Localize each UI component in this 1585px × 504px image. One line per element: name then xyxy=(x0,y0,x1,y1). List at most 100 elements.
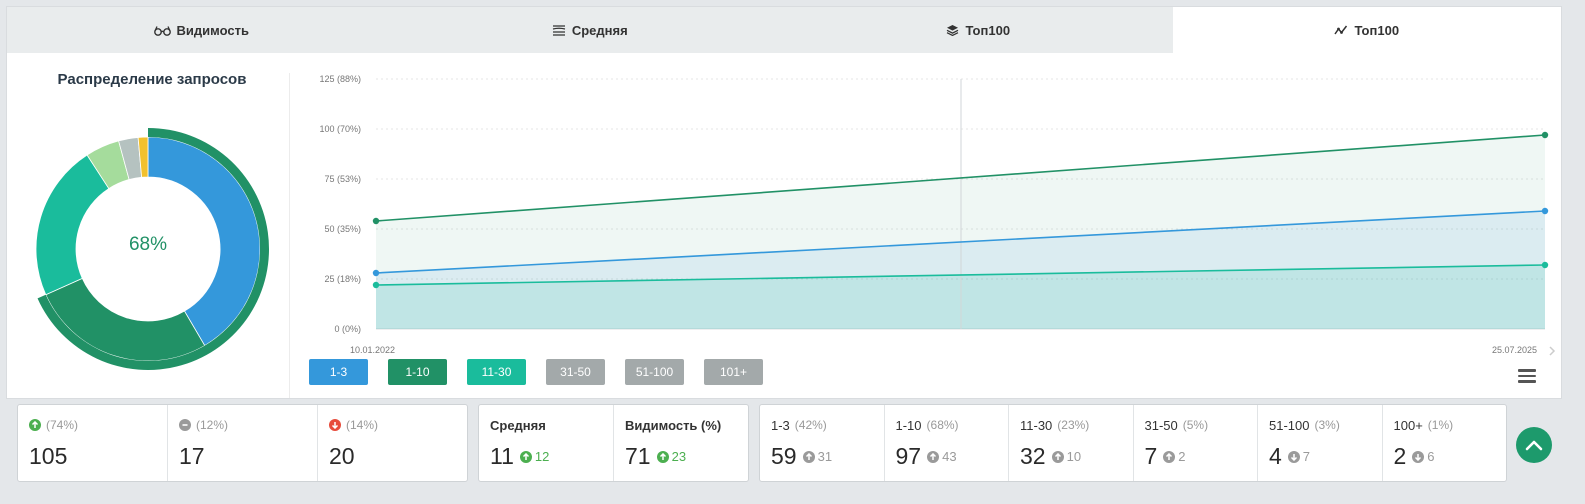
arrow-up-circle-icon xyxy=(1163,450,1176,463)
change-stats-card: (74%) 105 (12%) 17 (14%) 20 xyxy=(17,404,468,482)
minus-circle-icon xyxy=(179,419,191,431)
arrow-down-circle-icon xyxy=(1287,450,1300,463)
stat-pct: (14%) xyxy=(346,418,379,432)
stat-range-51-100: 51-100 (3%) 4 7 xyxy=(1258,405,1383,481)
stat-delta-value: 43 xyxy=(942,449,957,464)
y-tick-label: 25 (18%) xyxy=(324,274,361,284)
menu-icon[interactable] xyxy=(1518,369,1536,386)
tab-average[interactable]: Средняя xyxy=(396,7,785,53)
legend-101-plus[interactable]: 101+ xyxy=(704,359,763,385)
y-tick-label: 100 (70%) xyxy=(319,124,361,134)
data-point[interactable] xyxy=(1541,261,1549,269)
stat-range-31-50: 31-50 (5%) 7 2 xyxy=(1134,405,1258,481)
data-point[interactable] xyxy=(1541,131,1549,139)
stat-delta-value: 10 xyxy=(1066,449,1082,464)
arrow-up-circle-icon xyxy=(1051,450,1064,463)
stat-range-1-10: 1-10 (68%) 97 43 xyxy=(885,405,1009,481)
donut-segment[interactable] xyxy=(147,136,261,347)
scroll-top-button[interactable] xyxy=(1516,427,1552,463)
stat-pct: (12%) xyxy=(196,418,229,432)
stat-label: 1-3 xyxy=(771,417,790,433)
stat-pct: (23%) xyxy=(1057,418,1090,432)
series-line-1-3 xyxy=(375,210,1546,274)
tab-label: Средняя xyxy=(571,22,628,38)
stat-visibility: Видимость (%) 71 23 xyxy=(614,405,748,481)
stat-delta-value: 7 xyxy=(1302,449,1311,464)
stat-value: 97 xyxy=(895,443,922,469)
range-stats-card: 1-3 (42%) 59 31 1-10 (68%) 97 43 11-30 (23%) 32 10 3… xyxy=(759,404,1507,482)
arrow-down-circle-icon xyxy=(329,419,341,431)
stat-label: 51-100 xyxy=(1269,417,1310,433)
stack-icon xyxy=(947,25,959,36)
stat-value: 17 xyxy=(179,443,205,469)
stat-label: 100+ xyxy=(1393,417,1423,433)
series-line-1-10 xyxy=(375,134,1546,222)
stat-value: 105 xyxy=(29,443,68,469)
stat-delta-value: 31 xyxy=(817,449,833,464)
stat-delta-value: 23 xyxy=(671,449,687,464)
x-label-end: 25.07.2025 xyxy=(1492,345,1537,355)
arrow-up-circle-icon xyxy=(656,450,669,463)
series-line-11-30 xyxy=(375,264,1546,286)
stat-delta: 6 xyxy=(1412,449,1435,464)
legend-31-50[interactable]: 31-50 xyxy=(546,359,605,385)
donut-segment[interactable] xyxy=(45,277,206,362)
tab-bar: Видимость Средняя Топ100 Топ100 xyxy=(7,7,1561,53)
chevron-up-icon xyxy=(1525,440,1543,451)
layers-lines-icon xyxy=(552,25,565,36)
divider xyxy=(289,73,290,398)
stat-delta-value: 12 xyxy=(534,449,550,464)
stat-up: (74%) 105 xyxy=(18,405,168,481)
donut-segment[interactable] xyxy=(137,136,149,178)
stat-pct: (3%) xyxy=(1314,418,1340,432)
stat-delta-value: 6 xyxy=(1427,449,1435,464)
arrow-up-circle-icon xyxy=(29,419,41,431)
y-tick-label: 75 (53%) xyxy=(324,174,361,184)
data-point[interactable] xyxy=(372,217,380,225)
data-point[interactable] xyxy=(1541,207,1549,215)
stat-delta: 43 xyxy=(927,449,957,464)
legend-1-3[interactable]: 1-3 xyxy=(309,359,368,385)
stat-down: (14%) 20 xyxy=(318,405,467,481)
tab-label: Топ100 xyxy=(1354,22,1400,38)
stat-average: Средняя 11 12 xyxy=(479,405,614,481)
stat-pct: (68%) xyxy=(926,418,959,432)
stat-value: 71 xyxy=(625,443,651,469)
donut-title: Распределение запросов xyxy=(57,71,247,88)
stat-pct: (1%) xyxy=(1427,418,1454,432)
stat-range-11-30: 11-30 (23%) 32 10 xyxy=(1009,405,1134,481)
stat-pct: (5%) xyxy=(1182,418,1209,432)
stat-value: 11 xyxy=(490,443,514,469)
arrow-up-circle-icon xyxy=(927,450,940,463)
data-point[interactable] xyxy=(372,269,380,277)
stat-value: 20 xyxy=(329,443,355,469)
tab-top100-chart[interactable]: Топ100 xyxy=(1172,7,1561,53)
distribution-donut: 68% xyxy=(35,128,269,370)
stat-value: 59 xyxy=(771,443,797,469)
stat-value: 7 xyxy=(1144,443,1158,469)
stat-label: 31-50 xyxy=(1144,417,1178,433)
stat-label: Видимость (%) xyxy=(625,417,722,433)
legend-11-30[interactable]: 11-30 xyxy=(467,359,526,385)
legend-51-100[interactable]: 51-100 xyxy=(625,359,684,385)
stat-range-100+: 100+ (1%) 2 6 xyxy=(1383,405,1507,481)
line-chart-icon xyxy=(1334,25,1348,35)
tab-label: Видимость xyxy=(176,22,249,38)
tab-label: Топ100 xyxy=(965,22,1011,38)
average-stats-card: Средняя 11 12 Видимость (%) 71 23 xyxy=(478,404,749,482)
scroll-right-icon[interactable] xyxy=(1549,346,1556,356)
stat-value: 4 xyxy=(1269,443,1282,469)
donut-segment[interactable] xyxy=(35,154,110,296)
stat-delta: 23 xyxy=(656,449,687,464)
stat-pct: (42%) xyxy=(794,418,827,432)
stat-delta: 2 xyxy=(1163,449,1186,464)
tab-top100-stack[interactable]: Топ100 xyxy=(784,7,1173,53)
legend-1-10[interactable]: 1-10 xyxy=(388,359,447,385)
stat-value: 2 xyxy=(1393,443,1407,469)
data-point[interactable] xyxy=(372,281,380,289)
donut-center-label: 68% xyxy=(129,234,167,255)
arrow-down-circle-icon xyxy=(1412,450,1425,463)
tab-visibility[interactable]: Видимость xyxy=(7,7,396,53)
y-tick-label: 125 (88%) xyxy=(319,74,361,84)
chart-panel: Видимость Средняя Топ100 Топ100 Распреде… xyxy=(6,6,1562,399)
